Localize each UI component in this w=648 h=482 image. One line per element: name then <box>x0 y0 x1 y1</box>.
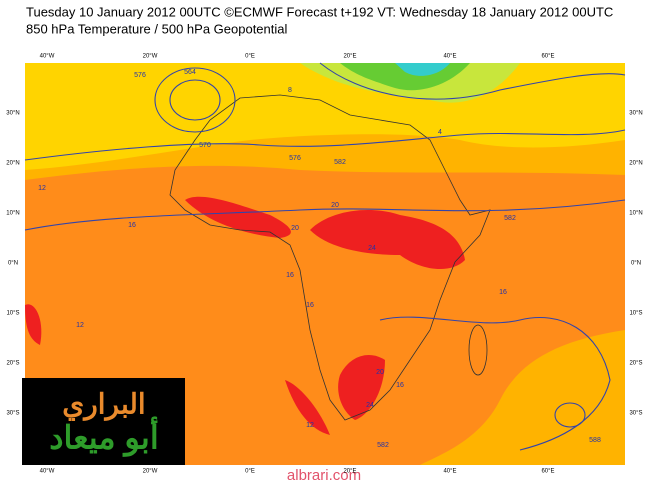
watermark-line: أبو ميعاد <box>49 415 158 457</box>
hottest-region <box>185 196 291 238</box>
lat-label: 10°N <box>629 211 642 217</box>
hottest-region <box>285 380 330 435</box>
contour-label: 16 <box>286 272 294 279</box>
watermark-site: albrari.com <box>287 467 361 482</box>
contour-label: 24 <box>366 402 374 409</box>
contour-label: 12 <box>38 185 46 192</box>
contour-label: 582 <box>334 159 346 166</box>
header-line: Tuesday 10 January 2012 00UTC ©ECMWF For… <box>26 4 613 19</box>
hottest-region <box>25 304 42 345</box>
lat-label: 30°S <box>629 411 642 417</box>
hottest-region <box>310 210 465 270</box>
contour-label: 4 <box>438 129 442 136</box>
lon-label: 20°W <box>143 469 158 475</box>
contour-label: 16 <box>306 302 314 309</box>
contour-label: 564 <box>184 69 196 76</box>
contour-label: 24 <box>368 245 376 252</box>
contour-label: 16 <box>128 222 136 229</box>
contour-label: 8 <box>288 87 292 94</box>
contour-label: 16 <box>499 289 507 296</box>
lat-label: 30°N <box>6 111 19 117</box>
watermark-line: البراري <box>62 388 145 421</box>
contour-label: 12 <box>76 322 84 329</box>
lon-label: 20°E <box>343 469 356 475</box>
lat-label: 20°N <box>629 161 642 167</box>
lat-label: 20°S <box>6 361 19 367</box>
lon-label: 40°W <box>40 469 55 475</box>
contours <box>24 62 626 451</box>
contour-label: 582 <box>504 215 516 222</box>
contour-label: 588 <box>589 437 601 444</box>
watermark-box <box>22 378 185 465</box>
lon-label: 20°W <box>143 54 158 60</box>
contour-label: 582 <box>377 442 389 449</box>
contour-label: 576 <box>134 72 146 79</box>
lon-label: 40°E <box>443 54 456 60</box>
cold-region <box>395 63 450 76</box>
contour-label: 20 <box>291 225 299 232</box>
contour-label: 16 <box>396 382 404 389</box>
contour-label: 20 <box>376 369 384 376</box>
header-line: 850 hPa Temperature / 500 hPa Geopotenti… <box>26 21 288 36</box>
hottest-region <box>338 355 385 420</box>
lon-label: 60°E <box>541 469 554 475</box>
lon-label: 40°E <box>443 469 456 475</box>
lon-label: 20°E <box>343 54 356 60</box>
coastline <box>169 94 491 421</box>
lat-label: 30°N <box>629 111 642 117</box>
lon-label: 0°E <box>245 469 255 475</box>
coastline <box>468 324 488 376</box>
lon-label: 0°E <box>245 54 255 60</box>
lat-label: 20°N <box>6 161 19 167</box>
contour-label: 20 <box>331 202 339 209</box>
contour-label: 576 <box>289 155 301 162</box>
lon-label: 40°W <box>40 54 55 60</box>
lon-label: 60°E <box>541 54 554 60</box>
lat-label: 10°S <box>6 311 19 317</box>
lat-label: 20°S <box>629 361 642 367</box>
lat-label: 0°N <box>631 261 641 267</box>
lat-label: 30°S <box>6 411 19 417</box>
lat-label: 0°N <box>8 261 18 267</box>
lat-label: 10°N <box>6 211 19 217</box>
lat-label: 10°S <box>629 311 642 317</box>
contour-label: 570 <box>199 142 211 149</box>
contour-label: 12 <box>306 422 314 429</box>
